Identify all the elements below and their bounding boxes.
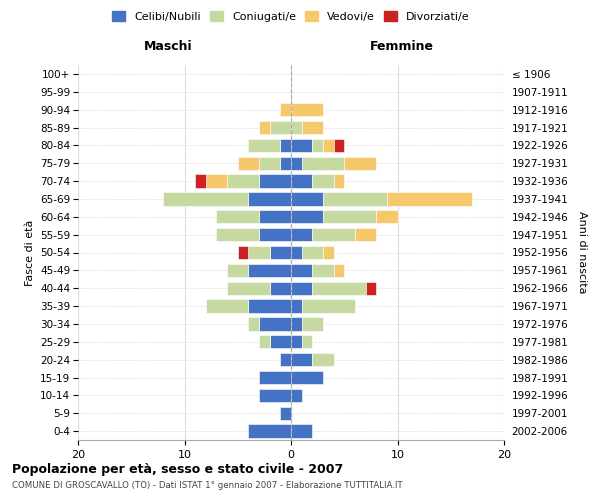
Bar — [291, 156, 302, 170]
Bar — [291, 300, 302, 313]
Bar — [248, 138, 280, 152]
Bar — [387, 192, 472, 205]
Bar — [302, 300, 355, 313]
Bar — [313, 282, 365, 295]
Bar — [291, 121, 302, 134]
Bar — [344, 156, 376, 170]
Bar — [280, 138, 291, 152]
Bar — [376, 210, 398, 224]
Bar — [259, 174, 291, 188]
Bar — [291, 103, 323, 117]
Bar — [248, 192, 291, 205]
Bar — [206, 174, 227, 188]
Bar — [259, 388, 291, 402]
Bar — [313, 264, 334, 277]
Bar — [270, 246, 291, 259]
Bar — [291, 335, 302, 348]
Bar — [313, 138, 323, 152]
Bar — [355, 228, 376, 241]
Bar — [259, 156, 280, 170]
Bar — [302, 335, 312, 348]
Bar — [313, 174, 334, 188]
Legend: Celibi/Nubili, Coniugati/e, Vedovi/e, Divorziati/e: Celibi/Nubili, Coniugati/e, Vedovi/e, Di… — [108, 7, 474, 26]
Bar — [323, 192, 387, 205]
Bar — [365, 282, 376, 295]
Bar — [291, 138, 313, 152]
Bar — [259, 371, 291, 384]
Bar — [323, 210, 376, 224]
Bar — [334, 174, 344, 188]
Text: Maschi: Maschi — [143, 40, 193, 52]
Bar — [163, 192, 248, 205]
Bar — [217, 210, 259, 224]
Bar — [280, 406, 291, 420]
Bar — [291, 264, 313, 277]
Bar — [280, 353, 291, 366]
Bar — [291, 192, 323, 205]
Bar — [302, 121, 323, 134]
Bar — [280, 156, 291, 170]
Bar — [302, 156, 344, 170]
Bar — [291, 353, 313, 366]
Bar — [227, 282, 270, 295]
Bar — [291, 246, 302, 259]
Bar — [248, 264, 291, 277]
Bar — [302, 246, 323, 259]
Text: COMUNE DI GROSCAVALLO (TO) - Dati ISTAT 1° gennaio 2007 - Elaborazione TUTTITALI: COMUNE DI GROSCAVALLO (TO) - Dati ISTAT … — [12, 481, 403, 490]
Bar — [334, 138, 344, 152]
Bar — [291, 317, 302, 330]
Text: Popolazione per età, sesso e stato civile - 2007: Popolazione per età, sesso e stato civil… — [12, 462, 343, 475]
Y-axis label: Fasce di età: Fasce di età — [25, 220, 35, 286]
Bar — [227, 264, 248, 277]
Bar — [302, 317, 323, 330]
Bar — [248, 317, 259, 330]
Bar — [227, 174, 259, 188]
Bar — [259, 228, 291, 241]
Bar — [291, 282, 313, 295]
Bar — [313, 353, 334, 366]
Bar — [291, 424, 313, 438]
Bar — [238, 156, 259, 170]
Bar — [291, 174, 313, 188]
Bar — [248, 424, 291, 438]
Bar — [259, 121, 270, 134]
Bar — [313, 228, 355, 241]
Bar — [323, 138, 334, 152]
Bar — [291, 210, 323, 224]
Bar — [270, 121, 291, 134]
Bar — [291, 388, 302, 402]
Bar — [270, 335, 291, 348]
Bar — [248, 246, 270, 259]
Bar — [248, 300, 291, 313]
Bar — [259, 317, 291, 330]
Bar — [206, 300, 248, 313]
Bar — [323, 246, 334, 259]
Bar — [259, 210, 291, 224]
Text: Femmine: Femmine — [370, 40, 434, 52]
Bar — [195, 174, 206, 188]
Bar — [238, 246, 248, 259]
Y-axis label: Anni di nascita: Anni di nascita — [577, 211, 587, 294]
Bar — [259, 335, 270, 348]
Bar — [291, 371, 323, 384]
Bar — [270, 282, 291, 295]
Bar — [217, 228, 259, 241]
Bar — [334, 264, 344, 277]
Bar — [291, 228, 313, 241]
Bar — [280, 103, 291, 117]
